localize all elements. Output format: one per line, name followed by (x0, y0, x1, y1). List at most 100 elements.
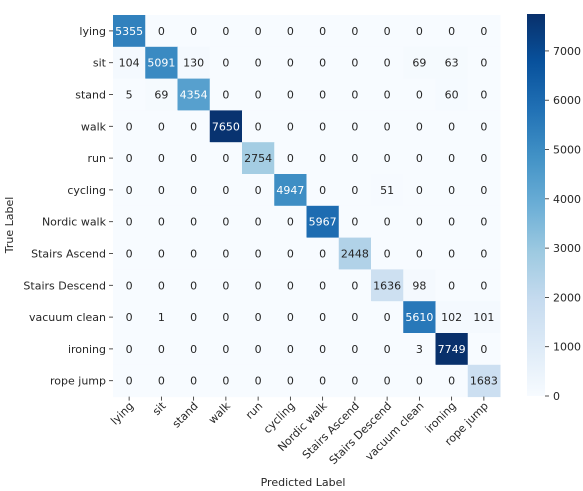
colorbar (527, 14, 545, 396)
heatmap-cell (177, 301, 211, 334)
cell-value-label: 0 (158, 248, 165, 261)
heatmap-cell (435, 364, 469, 398)
cell-value-label: 0 (255, 184, 262, 197)
cell-value-label: 0 (384, 375, 391, 388)
cell-value-label: 0 (255, 57, 262, 70)
x-tick-label: lying (108, 400, 136, 428)
heatmap-cell (403, 15, 436, 48)
cell-value-label: 0 (158, 216, 165, 229)
cell-value-label: 60 (445, 89, 459, 102)
heatmap-cell (209, 269, 243, 302)
heatmap-cell (145, 237, 178, 270)
heatmap-cell (403, 301, 436, 334)
heatmap-cell (274, 269, 307, 302)
heatmap-cell (435, 142, 469, 175)
heatmap-cell (306, 110, 340, 143)
cell-value-label: 0 (222, 248, 229, 261)
cell-value-label: 0 (190, 279, 197, 292)
cell-value-label: 0 (222, 216, 229, 229)
cell-value-label: 0 (126, 311, 133, 324)
x-tick-label: walk (206, 399, 233, 426)
heatmap-cell (403, 78, 436, 111)
heatmap-cell (177, 174, 211, 207)
heatmap-cell (435, 78, 469, 111)
colorbar-tick-label: 0 (553, 390, 560, 403)
heatmap-cell (177, 110, 211, 143)
cell-value-label: 0 (480, 120, 487, 133)
cell-value-label: 69 (412, 57, 426, 70)
y-tick-labels: lying sit stand walk run cycling Nordic walk St… (23, 25, 113, 388)
cell-value-label: 0 (319, 343, 326, 356)
cell-value-label: 0 (158, 343, 165, 356)
heatmap-cell (338, 205, 372, 239)
heatmap-cell (274, 364, 307, 398)
y-tick-label: lying (79, 25, 106, 38)
cell-value-label: 0 (158, 279, 165, 292)
colorbar-tick-label: 1000 (553, 341, 581, 354)
heatmap-cell (177, 237, 211, 270)
heatmap-cell (242, 205, 275, 239)
cell-value-label: 51 (380, 184, 394, 197)
heatmap-cell (403, 46, 436, 80)
heatmap-cell (338, 301, 372, 334)
heatmap-cell (371, 174, 404, 207)
heatmap-cell (467, 174, 501, 207)
heatmap-cell (113, 269, 146, 302)
heatmap-cell (113, 237, 146, 270)
cell-value-label: 1636 (373, 279, 401, 292)
heatmap-cell (467, 110, 501, 143)
heatmap-cell (338, 269, 372, 302)
cell-value-label: 0 (190, 120, 197, 133)
heatmap-cell (338, 110, 372, 143)
heatmap-cell (177, 269, 211, 302)
y-tick-label: run (88, 152, 106, 165)
cell-value-label: 0 (255, 311, 262, 324)
heatmap-cell (467, 205, 501, 239)
heatmap-cell (209, 301, 243, 334)
cell-value-label: 1 (158, 311, 165, 324)
cell-value-label: 69 (154, 89, 168, 102)
y-tick-label: Nordic walk (42, 216, 107, 229)
heatmap-cell (242, 15, 275, 48)
cell-value-label: 5610 (405, 311, 433, 324)
cell-value-label: 0 (126, 248, 133, 261)
cell-value-label: 0 (480, 343, 487, 356)
heatmap-cell (242, 46, 275, 80)
y-tick-label: ironing (68, 343, 106, 356)
heatmap-cell (274, 110, 307, 143)
heatmap-cell (403, 333, 436, 366)
cell-value-label: 0 (480, 248, 487, 261)
cell-value-label: 0 (384, 89, 391, 102)
cell-value-label: 0 (351, 279, 358, 292)
heatmap-cell (338, 364, 372, 398)
cell-value-label: 2448 (341, 248, 369, 261)
heatmap-cell (306, 15, 340, 48)
cell-value-label: 0 (416, 184, 423, 197)
heatmap-cell (403, 205, 436, 239)
cell-value-label: 0 (351, 184, 358, 197)
cell-value-label: 0 (480, 279, 487, 292)
cell-value-label: 0 (351, 25, 358, 38)
cell-value-label: 0 (255, 343, 262, 356)
cell-value-label: 0 (255, 375, 262, 388)
heatmap-cell (467, 269, 501, 302)
heatmap-cell (306, 78, 340, 111)
cell-value-label: 7749 (438, 343, 466, 356)
cell-value-label: 98 (412, 279, 426, 292)
cell-value-label: 2754 (244, 152, 272, 165)
heatmap-cell (113, 46, 146, 80)
heatmap-cell (145, 174, 178, 207)
heatmap-cell (371, 237, 404, 270)
cell-value-label: 0 (416, 152, 423, 165)
cell-value-label: 1683 (470, 375, 498, 388)
cell-value-label: 0 (480, 216, 487, 229)
heatmap-cell (177, 15, 211, 48)
heatmap-cell (467, 301, 501, 334)
colorbar-tick-label: 2000 (553, 291, 581, 304)
heatmap-cell (113, 205, 146, 239)
heatmap-cell (209, 237, 243, 270)
heatmap-cell (306, 333, 340, 366)
heatmap-cell (242, 269, 275, 302)
cell-value-label: 0 (222, 343, 229, 356)
